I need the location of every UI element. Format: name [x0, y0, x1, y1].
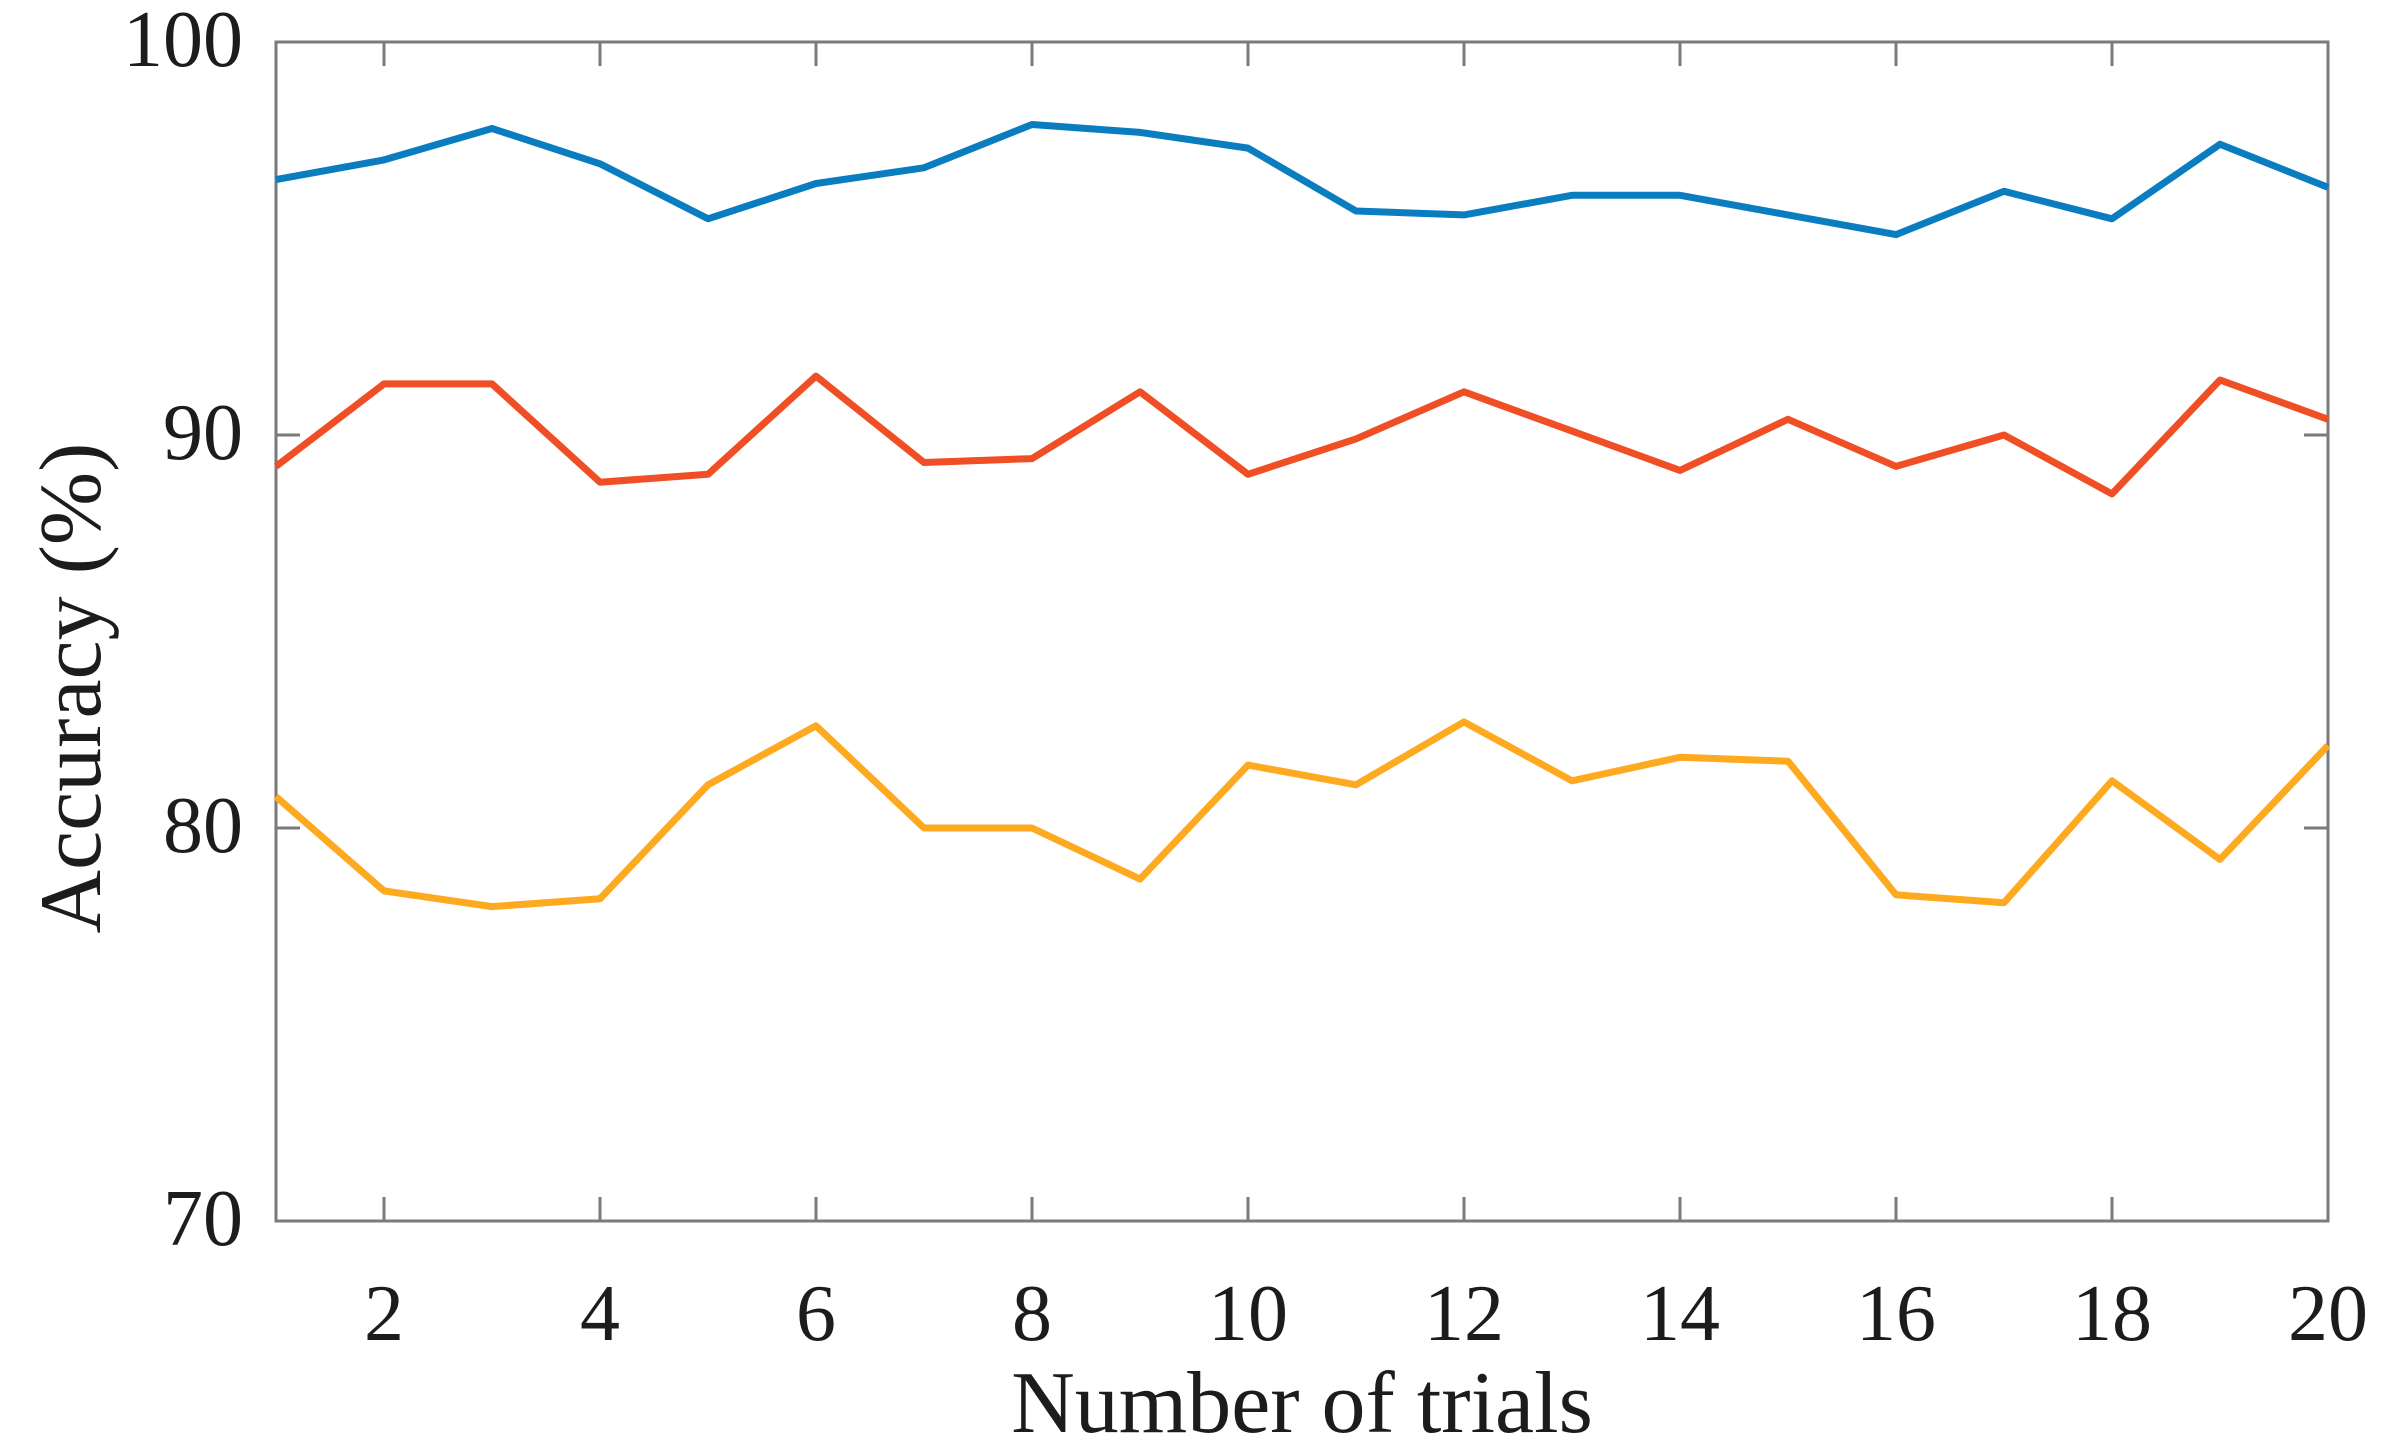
- x-tick-label: 20: [2288, 1270, 2368, 1358]
- y-tick-label: 70: [163, 1175, 243, 1263]
- series-yellow-line: [273, 718, 2331, 911]
- x-tick-label: 6: [796, 1270, 836, 1358]
- x-tick-label: 12: [1424, 1270, 1504, 1358]
- x-axis-label: Number of trials: [1011, 1355, 1593, 1443]
- y-tick-label: 90: [163, 389, 243, 477]
- axis-box: [274, 40, 2330, 1223]
- y-axis-label: Accuracy (%): [23, 442, 120, 934]
- x-tick-label: 18: [2072, 1270, 2152, 1358]
- x-tick-label: 14: [1640, 1270, 1720, 1358]
- x-tick-label: 4: [580, 1270, 620, 1358]
- x-tick-label: 8: [1012, 1270, 1052, 1358]
- series-blue-line: [275, 121, 2330, 239]
- y-tick-label: 80: [163, 782, 243, 870]
- series-orange-line: [273, 372, 2330, 498]
- x-tick-label: 2: [364, 1270, 404, 1358]
- x-tick-label: 10: [1208, 1270, 1288, 1358]
- y-tick-label: 100: [123, 0, 243, 84]
- x-tick-label: 16: [1856, 1270, 1936, 1358]
